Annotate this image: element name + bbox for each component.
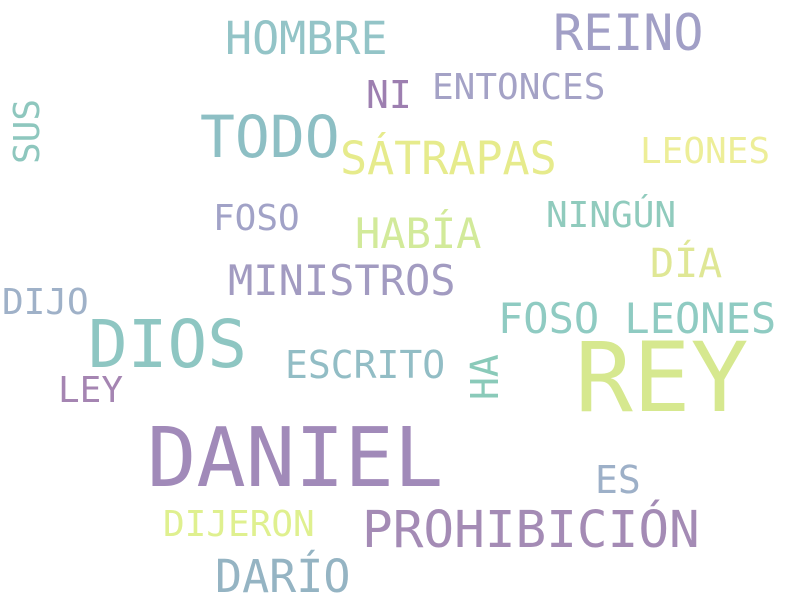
word-dijeron: DIJERON <box>163 504 315 545</box>
word-es: ES <box>595 458 641 502</box>
word-ley: LEY <box>58 370 124 411</box>
word-ha: HA <box>463 354 507 400</box>
word-leones: LEONES <box>640 131 771 172</box>
word-dios: DIOS <box>88 306 247 383</box>
word-habia: HABÍA <box>355 209 482 258</box>
word-ministros: MINISTROS <box>228 256 456 305</box>
word-rey: REY <box>575 322 749 434</box>
word-satrapas: SÁTRAPAS <box>340 132 557 185</box>
word-hombre: HOMBRE <box>225 12 388 65</box>
word-reino: REINO <box>553 4 704 62</box>
word-dijo: DIJO <box>2 282 89 323</box>
word-sus: SUS <box>7 98 48 164</box>
word-ningun: NINGÚN <box>546 195 677 236</box>
word-foso-leones: FOSO LEONES <box>498 294 777 343</box>
word-prohibicion: PROHIBICIÓN <box>362 501 700 560</box>
word-dia: DÍA <box>650 241 723 287</box>
word-foso: FOSO <box>213 198 300 239</box>
word-entonces: ENTONCES <box>432 67 606 108</box>
word-escrito: ESCRITO <box>285 343 446 387</box>
word-todo: TODO <box>200 103 340 171</box>
word-ni: NI <box>366 73 412 117</box>
word-dario: DARÍO <box>215 550 351 600</box>
word-daniel: DANIEL <box>147 411 444 506</box>
